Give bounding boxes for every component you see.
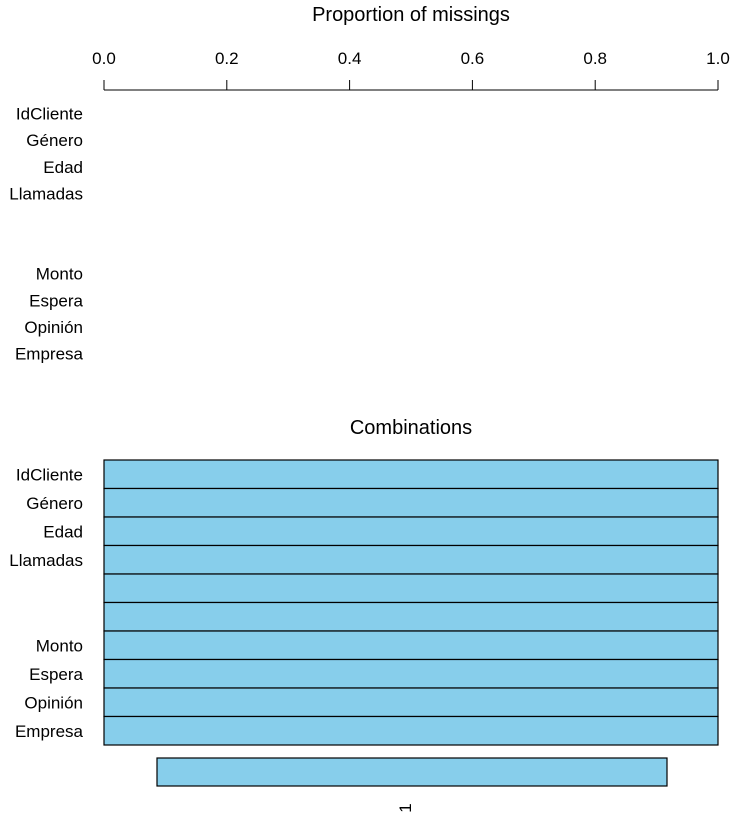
combo-cell-idcliente — [103, 459, 719, 490]
missings-title: Proportion of missings — [312, 4, 510, 26]
combo-cell-blank — [103, 601, 719, 632]
x-tick-label: 1.0 — [706, 49, 730, 68]
combo-cell-empresa — [103, 715, 719, 746]
combo-var-label-edad: Edad — [43, 522, 83, 541]
combination-proportions — [156, 757, 668, 787]
combo-var-label-espera: Espera — [29, 665, 83, 684]
combo-cell-opinion — [103, 687, 719, 718]
missings-ticks: 0.0 0.2 0.4 0.6 0.8 1.0 — [92, 49, 730, 90]
combo-var-label-llamadas: Llamadas — [9, 551, 83, 570]
var-label-opinion: Opinión — [24, 318, 83, 337]
combination-proportion-bar — [156, 757, 668, 787]
combo-cell-espera — [103, 658, 719, 689]
combo-cell-monto — [103, 630, 719, 661]
x-tick-label: 0.2 — [215, 49, 239, 68]
var-label-edad: Edad — [43, 158, 83, 177]
combo-var-label-empresa: Empresa — [15, 722, 84, 741]
missings-var-labels: IdCliente Género Edad Llamadas Monto Espera Op… — [9, 104, 83, 363]
combo-cell-blank — [103, 573, 719, 604]
combination-count-label: 1 — [396, 803, 415, 812]
combo-cell-genero — [103, 487, 719, 518]
x-tick-label: 0.6 — [461, 49, 485, 68]
combo-cell-edad — [103, 516, 719, 547]
var-label-espera: Espera — [29, 291, 83, 310]
var-label-monto: Monto — [36, 265, 83, 284]
var-label-genero: Género — [26, 131, 83, 150]
combinations-var-labels: IdCliente Género Edad Llamadas Monto Espera Op… — [9, 465, 83, 741]
combinations-panel: Combinations IdCliente Género Edad Llamadas… — [9, 417, 719, 813]
combo-var-label-idcliente: IdCliente — [16, 465, 83, 484]
combo-var-label-monto: Monto — [36, 636, 83, 655]
combo-cell-llamadas — [103, 544, 719, 575]
var-label-llamadas: Llamadas — [9, 184, 83, 203]
combo-var-label-genero: Género — [26, 494, 83, 513]
combo-var-label-opinion: Opinión — [24, 693, 83, 712]
combination-cells — [103, 459, 719, 746]
var-label-empresa: Empresa — [15, 345, 84, 364]
missings-panel: Proportion of missings 0.0 0.2 0.4 0.6 0.8 1.… — [9, 4, 730, 364]
var-label-idcliente: IdCliente — [16, 104, 83, 123]
x-tick-label: 0.0 — [92, 49, 116, 68]
combinations-title: Combinations — [350, 417, 472, 439]
x-tick-label: 0.8 — [583, 49, 607, 68]
x-tick-label: 0.4 — [338, 49, 362, 68]
